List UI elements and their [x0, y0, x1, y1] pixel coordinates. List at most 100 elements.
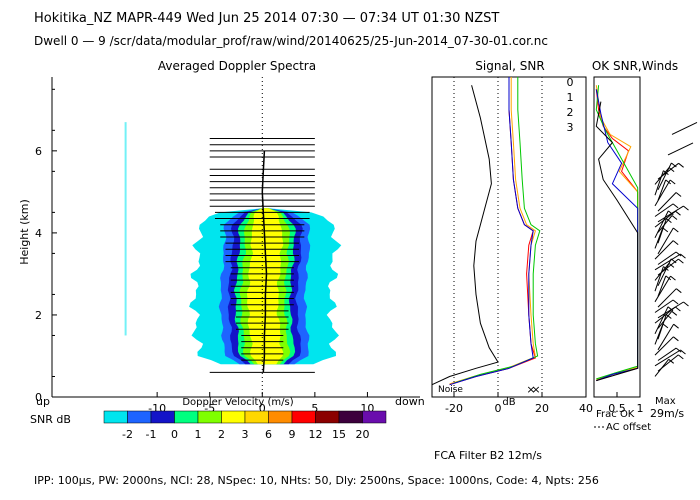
wind-barb: [657, 301, 684, 319]
snr-legend-swatch: [127, 410, 152, 424]
height-y-tick-label: 0: [35, 391, 42, 404]
wind-barb: [657, 205, 684, 223]
wind-barb-flag: [665, 275, 672, 281]
signal-snr-plot: -20 0 20 40: [431, 76, 593, 415]
wind-barb-flag: [665, 314, 672, 319]
wind-barb: [654, 266, 664, 292]
wind-barb-flag: [672, 227, 679, 233]
snr-legend-swatch: [291, 410, 316, 424]
wind-barb-flag: [675, 192, 682, 197]
snr-legend-swatch: [197, 410, 222, 424]
wind-barb-flag: [671, 162, 677, 168]
snr-legend-label: SNR dB: [30, 413, 71, 426]
snr-legend-swatch: [221, 410, 246, 424]
snr-legend-value: 12: [309, 428, 323, 441]
wind-barb: [667, 142, 694, 156]
wind-barb: [657, 218, 667, 244]
direction-up-label: up: [36, 395, 50, 408]
ac-offset-line: [595, 101, 639, 382]
doppler-x-tick-label: -5: [204, 402, 215, 415]
winds-max-value: 29m/s: [650, 407, 684, 420]
snr-legend-value: 3: [242, 428, 249, 441]
wind-barb-flag: [680, 349, 686, 355]
heat-streak-left: [124, 122, 127, 336]
snr-legend-swatches: -2 -1 0 1 2 3 6 9 12 15 20: [103, 410, 387, 441]
signal-x-tick-label: 20: [535, 402, 549, 415]
signal-panel-title: Signal, SNR: [475, 59, 544, 73]
snr-legend-value: -2: [122, 428, 133, 441]
wind-barb: [657, 162, 679, 180]
snr-legend-value: 6: [265, 428, 272, 441]
wind-barb-flag: [675, 288, 682, 294]
wind-barb: [657, 179, 667, 201]
signal-snr-panel: Signal, SNR -20 0 20 40 dB Noise × × 0 1 2 3: [431, 59, 593, 415]
wind-barb: [654, 227, 664, 249]
wind-barb-flag: [675, 251, 682, 257]
wind-barb: [654, 210, 676, 228]
snr-legend-value: 0: [171, 428, 178, 441]
radar-parameters: IPP: 100μs, PW: 2000ns, NCI: 28, NSpec: …: [34, 474, 599, 487]
beam-legend-entry: 1: [567, 91, 574, 104]
snr-legend-swatch: [150, 410, 175, 424]
snr-legend-swatch: [268, 410, 293, 424]
wind-barbs: [654, 121, 698, 377]
snr-legend-swatch: [174, 410, 199, 424]
height-ylabel: Height (km): [18, 199, 31, 265]
height-y-tick-label: 6: [35, 145, 42, 158]
mean-velocity-line: [261, 150, 268, 373]
wind-barb: [654, 306, 669, 335]
direction-down-label: down: [395, 395, 425, 408]
signal-x-tick-label: 40: [579, 402, 593, 415]
snr-color-legend: SNR dB -2 -1 0 1 2 3 6 9 12 15 20: [30, 410, 387, 441]
header-file: Dwell 0 — 9 /scr/data/modular_prof/raw/w…: [34, 34, 548, 48]
snr-legend-value: 2: [218, 428, 225, 441]
noise-label: Noise: [438, 385, 463, 395]
wind-barb-flag: [673, 336, 679, 342]
wind-barb-flag: [670, 275, 676, 281]
wind-barb: [657, 288, 677, 308]
signal-x-tick-label: 0: [495, 402, 502, 415]
wind-barb-flag: [675, 347, 682, 353]
snr-legend-swatch: [315, 410, 340, 424]
wind-barb: [657, 258, 679, 276]
wind-barb-flag: [668, 358, 675, 364]
wind-barb: [657, 347, 677, 361]
header-title: Hokitika_NZ MAPR-449 Wed Jun 25 2014 07:…: [34, 11, 499, 26]
beam-legend-entry: 2: [567, 106, 574, 119]
signal-plot-frame: [431, 76, 587, 398]
signal-series-line: [453, 77, 541, 384]
fca-filter-label: FCA Filter B2 12m/s: [434, 449, 542, 462]
wind-barb-flag: [662, 323, 669, 329]
wind-barb: [657, 162, 672, 191]
snr-legend-swatch: [338, 410, 363, 424]
height-y-tick-label: 4: [35, 227, 42, 240]
height-y-tick-label: 2: [35, 309, 42, 322]
doppler-x-tick-label: 5: [311, 402, 318, 415]
wind-barb-flag: [671, 310, 678, 316]
wind-barb: [657, 314, 667, 340]
winds-max-label: Max: [655, 396, 676, 407]
wind-barb-flag: [668, 263, 675, 268]
ok-snr-winds-panel: OK SNR,Winds 0.5 1 Frac OK AC offset Max …: [592, 59, 698, 433]
snr-legend-swatch: [103, 410, 128, 424]
wind-barb: [654, 210, 669, 239]
wind-barb-flag: [672, 299, 679, 305]
wind-barb: [657, 192, 677, 212]
frac-ok-series-line: [595, 89, 639, 382]
wind-barb: [654, 349, 681, 367]
wind-barb: [657, 310, 673, 329]
signal-series-line: [449, 77, 536, 385]
wind-barb-flag: [678, 258, 684, 264]
wind-barb-flag: [683, 205, 689, 211]
frac-ok-xlabel: Frac OK: [596, 409, 635, 420]
beam-legend: 0 1 2 3: [567, 76, 574, 134]
wind-barb-flag: [672, 203, 679, 209]
wind-barb-flag: [683, 301, 689, 307]
wind-barb-flag: [665, 179, 672, 185]
noise-marker-orange: ×: [526, 383, 535, 396]
wind-barb: [654, 299, 674, 313]
snr-legend-value: -1: [146, 428, 157, 441]
wind-barb: [654, 336, 674, 356]
